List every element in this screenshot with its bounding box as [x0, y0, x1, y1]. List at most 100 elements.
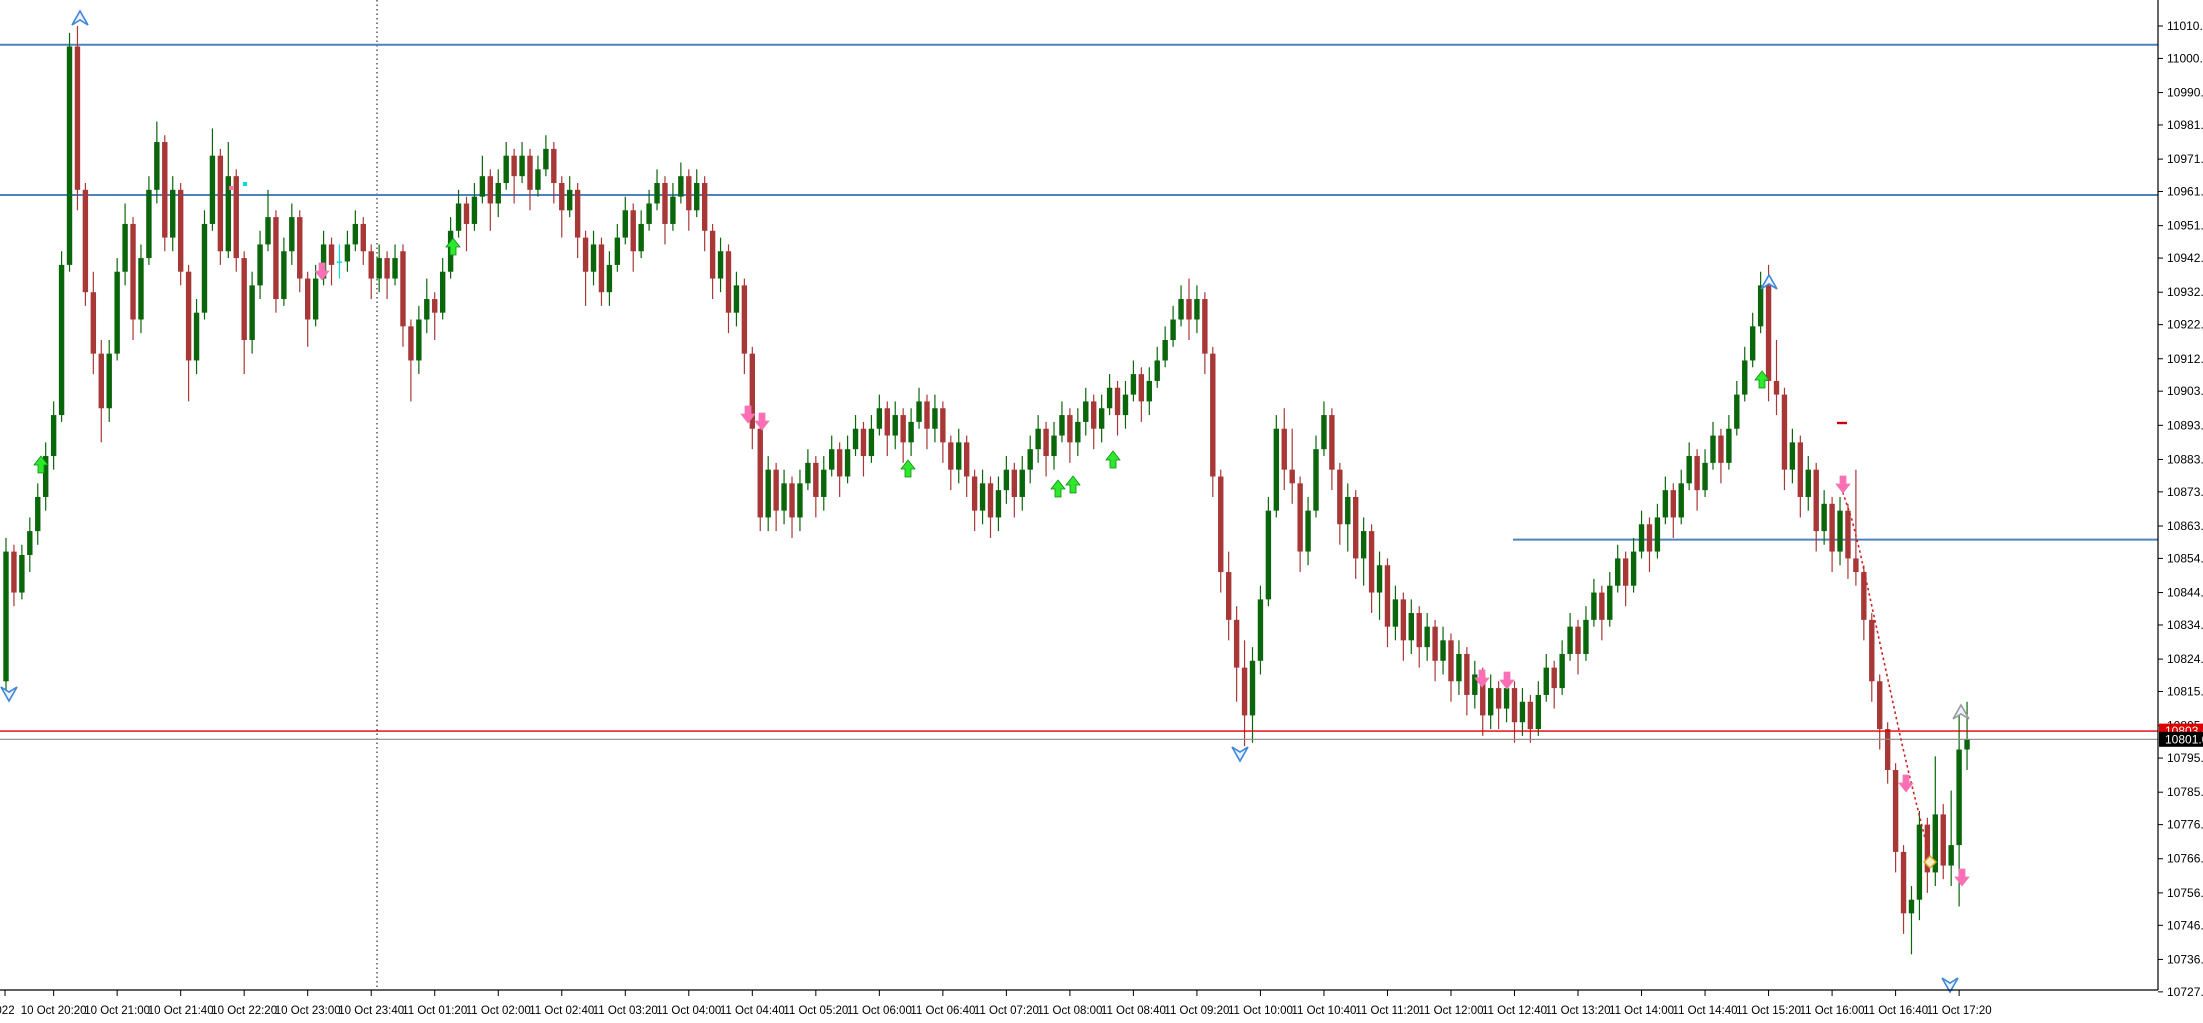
- price-tick-label: 10873.5: [2167, 485, 2203, 499]
- trend-dotted-line[interactable]: [1840, 486, 1932, 861]
- time-tick-label: 11 Oct 15:20: [1736, 1005, 1801, 1017]
- candle-body: [1154, 360, 1160, 381]
- candle-body: [868, 428, 875, 457]
- candle-body: [1114, 387, 1121, 416]
- candle-body: [58, 264, 65, 416]
- candle-body: [1710, 435, 1716, 463]
- price-tick-label: 10815.0: [2167, 685, 2203, 699]
- candle-body: [495, 182, 501, 204]
- candle-body: [1543, 667, 1549, 695]
- price-tick-label: 10844.0: [2167, 586, 2203, 600]
- candle-body: [1456, 653, 1462, 682]
- candle-body: [1742, 360, 1748, 395]
- time-tick-label: 11 Oct 12:40: [1482, 1005, 1547, 1017]
- candle-body: [733, 285, 740, 313]
- fractal-up-gray-icon: [1952, 703, 1970, 720]
- candle-body: [749, 353, 756, 429]
- candle-body: [201, 223, 208, 313]
- candle-body: [614, 237, 621, 265]
- candle-body: [860, 428, 867, 457]
- candle-body: [1734, 394, 1740, 429]
- price-tick-label: 10990.5: [2167, 86, 2203, 100]
- price-tick-label: 10854.0: [2167, 551, 2203, 565]
- candle-body: [257, 244, 263, 286]
- candle-body: [789, 483, 795, 518]
- candle-body: [392, 258, 398, 279]
- candle-body: [1321, 415, 1327, 450]
- candle-body: [1964, 739, 1970, 750]
- candle-body: [320, 244, 327, 279]
- candle-body: [368, 251, 374, 279]
- candle-body: [1916, 824, 1923, 900]
- candle-body: [805, 462, 811, 484]
- candle-body: [813, 462, 819, 497]
- candle-body: [1773, 380, 1780, 395]
- candle-body: [1329, 415, 1335, 470]
- fractal-down-blue-icon: [1941, 977, 1959, 994]
- candle-body: [1051, 435, 1057, 457]
- candle-body: [678, 176, 684, 197]
- price-tick-label: 10824.5: [2167, 652, 2203, 666]
- candle-body: [1083, 401, 1089, 422]
- price-tick-label: 10756.0: [2167, 886, 2203, 900]
- candle-body: [1861, 572, 1867, 620]
- price-tick-label: 10883.0: [2167, 452, 2203, 466]
- candle-body: [574, 189, 581, 238]
- time-tick-label: 022: [0, 1005, 15, 1017]
- candle-body: [225, 176, 232, 252]
- candle-body: [1218, 476, 1224, 573]
- candle-body: [138, 258, 144, 320]
- time-tick-label: 11 Oct 02:00: [466, 1005, 531, 1017]
- candle-body: [995, 490, 1002, 518]
- time-tick-label: 11 Oct 09:20: [1164, 1005, 1229, 1017]
- candle-body: [948, 442, 954, 470]
- candle-body: [503, 155, 509, 183]
- candle-body: [209, 155, 216, 224]
- candle-body: [1757, 285, 1764, 327]
- candle-body: [924, 401, 930, 429]
- price-tick-label: 10736.5: [2167, 952, 2203, 966]
- fractal-up-blue-icon: [71, 9, 89, 26]
- time-tick-label: 11 Oct 04:40: [720, 1005, 785, 1017]
- candle-body: [360, 223, 366, 252]
- candle-body: [1003, 469, 1010, 491]
- candle-body: [1186, 299, 1192, 320]
- candle-body: [1305, 510, 1311, 552]
- candle-body: [1440, 640, 1446, 661]
- candle-body: [265, 217, 271, 245]
- candle-body: [193, 312, 200, 361]
- candle-body: [1932, 814, 1938, 873]
- candle-body: [829, 449, 835, 470]
- candle-body: [987, 483, 994, 518]
- candle-body: [694, 182, 700, 211]
- price-tick-label: 10727.0: [2167, 985, 2203, 999]
- time-tick-label: 11 Oct 08:00: [1037, 1005, 1102, 1017]
- candle-body: [1233, 619, 1240, 668]
- candle-body: [1059, 415, 1065, 436]
- candle-body: [1011, 469, 1018, 497]
- candle-body: [27, 531, 33, 555]
- time-tick-label: 11 Oct 16:40: [1863, 1005, 1928, 1017]
- candle-body: [1297, 483, 1303, 552]
- candle-body: [551, 148, 557, 183]
- candle-body: [1067, 415, 1073, 443]
- time-tick-label: 11 Oct 10:00: [1228, 1005, 1293, 1017]
- candle-body: [1813, 469, 1819, 532]
- candle-body: [1575, 626, 1581, 654]
- candle-body: [630, 210, 636, 252]
- candle-body: [725, 251, 732, 313]
- candle-body: [971, 476, 978, 511]
- price-tick-label: 10834.5: [2167, 618, 2203, 632]
- candle-body: [50, 415, 57, 457]
- candle-body: [1599, 592, 1605, 620]
- candle-body: [471, 196, 478, 224]
- candle-body: [344, 244, 351, 262]
- candle-body: [154, 142, 160, 190]
- candle-body: [1392, 599, 1399, 627]
- candle-body: [74, 46, 81, 190]
- candle-body: [1098, 408, 1105, 429]
- diamond-gold-icon: [1923, 855, 1937, 869]
- signal-up-green-icon: [900, 459, 916, 478]
- candle-body: [1091, 401, 1097, 429]
